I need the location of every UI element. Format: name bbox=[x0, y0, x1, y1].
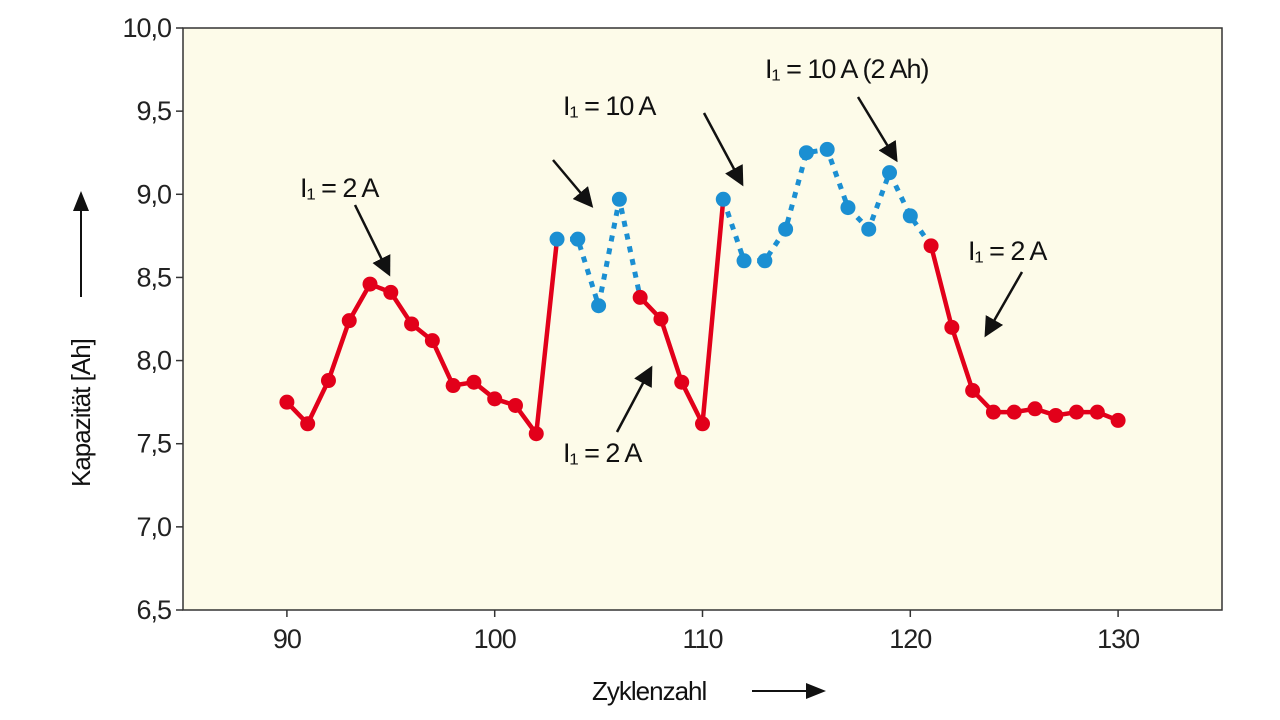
data-point bbox=[923, 238, 939, 254]
data-point bbox=[1006, 404, 1022, 420]
data-point bbox=[819, 141, 835, 157]
data-point bbox=[445, 378, 461, 394]
annotation-arrow bbox=[702, 112, 744, 187]
annotation-arrow bbox=[615, 365, 653, 433]
y-tick-label: 7,0 bbox=[136, 512, 171, 542]
y-tick-label: 9,0 bbox=[136, 179, 171, 209]
data-point bbox=[861, 221, 877, 237]
data-point bbox=[1089, 404, 1105, 420]
x-tick-label: 120 bbox=[889, 624, 931, 654]
annotation-arrow bbox=[353, 204, 391, 277]
data-point bbox=[570, 231, 586, 247]
data-point bbox=[882, 165, 898, 181]
data-point bbox=[736, 253, 752, 269]
y-tick-label: 8,0 bbox=[136, 346, 171, 376]
data-point bbox=[944, 319, 960, 335]
data-point bbox=[653, 311, 669, 327]
data-point bbox=[902, 208, 918, 224]
data-point bbox=[404, 316, 420, 332]
data-point bbox=[985, 404, 1001, 420]
data-point bbox=[1027, 401, 1043, 417]
data-point bbox=[798, 145, 814, 161]
data-point bbox=[466, 374, 482, 390]
annotation-arrow bbox=[856, 96, 898, 163]
data-point bbox=[487, 391, 503, 407]
x-tick-label: 90 bbox=[273, 624, 301, 654]
x-tick-label: 100 bbox=[474, 624, 516, 654]
data-point bbox=[757, 253, 773, 269]
data-point bbox=[1048, 407, 1064, 423]
x-tick-label: 130 bbox=[1097, 624, 1139, 654]
data-point bbox=[1069, 404, 1085, 420]
data-point bbox=[507, 397, 523, 413]
y-tick-label: 9,5 bbox=[136, 96, 171, 126]
annotation-label: I₁ = 10 A bbox=[563, 91, 656, 121]
annotation-label: I₁ = 2 A bbox=[563, 438, 642, 468]
data-point bbox=[300, 416, 316, 432]
x-axis-title: Zyklenzahl bbox=[592, 676, 706, 706]
data-point bbox=[362, 276, 378, 292]
y-tick-label: 7,5 bbox=[136, 429, 171, 459]
data-point bbox=[279, 394, 295, 410]
annotation-label: I₁ = 10 A (2 Ah) bbox=[765, 54, 928, 84]
plot-area bbox=[182, 27, 1223, 611]
annotation-label: I₁ = 2 A bbox=[968, 236, 1047, 266]
data-point bbox=[320, 373, 336, 389]
y-axis: 6,5 7,0 7,5 8,0 8,5 9,0 9,5 10,0 bbox=[122, 13, 183, 625]
data-point bbox=[778, 221, 794, 237]
annotation-label: I₁ = 2 A bbox=[300, 173, 379, 203]
data-point bbox=[715, 191, 731, 207]
x-tick-label: 110 bbox=[682, 624, 722, 654]
y-tick-label: 8,5 bbox=[136, 262, 171, 292]
y-tick-label: 10,0 bbox=[122, 13, 171, 43]
annotation-arrow bbox=[984, 271, 1024, 338]
data-point bbox=[1110, 412, 1126, 428]
data-point bbox=[341, 313, 357, 329]
data-point bbox=[632, 289, 648, 305]
x-axis: 90 100 110 120 130 bbox=[273, 610, 1140, 654]
data-point bbox=[591, 298, 607, 314]
y-tick-label: 6,5 bbox=[136, 595, 171, 625]
data-point bbox=[674, 374, 690, 390]
data-point bbox=[611, 191, 627, 207]
data-point bbox=[965, 383, 981, 399]
data-point bbox=[549, 231, 565, 247]
data-point bbox=[424, 333, 440, 349]
y-axis-title: Kapazität [Ah] bbox=[66, 339, 96, 487]
data-point bbox=[840, 200, 856, 216]
series-line-5 bbox=[928, 245, 1119, 423]
data-point bbox=[383, 284, 399, 300]
data-point bbox=[528, 426, 544, 442]
annotation-arrow bbox=[552, 159, 594, 208]
series-points bbox=[279, 141, 1126, 442]
data-point bbox=[695, 416, 710, 432]
annotations: I₁ = 2 A I₁ = 10 A I₁ = 10 A (2 Ah) I₁ = 2 … bbox=[300, 54, 1048, 468]
